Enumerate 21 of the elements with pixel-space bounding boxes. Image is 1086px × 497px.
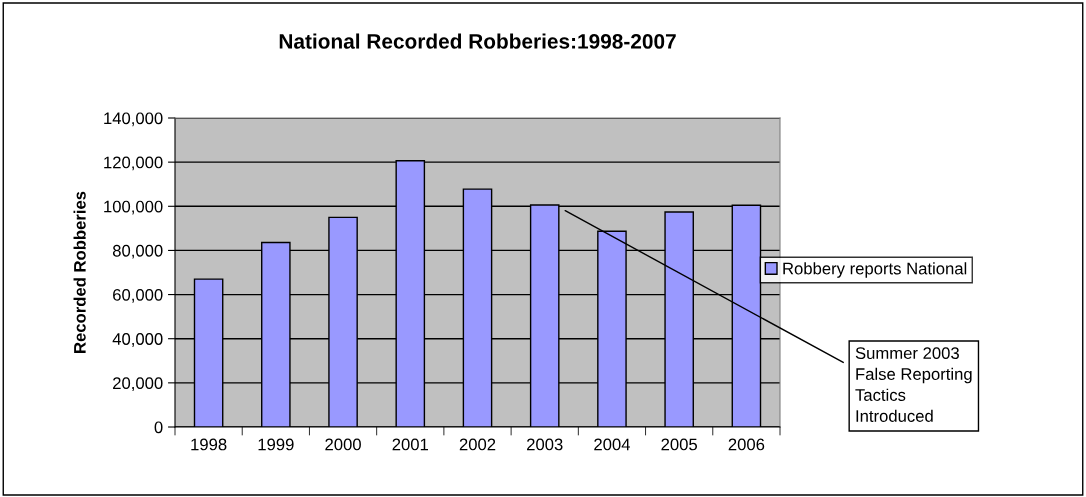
x-tick-label: 2005: [661, 438, 698, 451]
x-tick-label: 1999: [258, 438, 294, 451]
y-tick-label: 60,000: [113, 288, 163, 303]
x-tick-label: 1998: [191, 438, 227, 451]
y-tick-label: 40,000: [112, 333, 163, 347]
chart-title: National Recorded Robberies:1998-2007: [279, 33, 676, 49]
x-tick-label: 2003: [527, 438, 563, 451]
legend-label: Robbery reports National: [783, 262, 967, 278]
y-tick-label: 120,000: [104, 156, 163, 171]
y-tick-label: 80,000: [112, 244, 163, 259]
y-tick-label: 100,000: [104, 200, 163, 215]
y-tick-label: 20,000: [113, 377, 163, 392]
x-tick-label: 2002: [459, 438, 496, 451]
y-axis-title: Recorded Robberies: [73, 191, 86, 353]
text: Summer 2003 False Reporting Tactics Introduced: [855, 347, 972, 422]
x-tick-label: 2006: [728, 438, 765, 451]
x-tick-label: 2004: [594, 438, 630, 451]
y-tick-label: 140,000: [104, 112, 163, 127]
x-tick-label: 2000: [325, 438, 361, 451]
x-tick-label: 2001: [392, 438, 428, 451]
y-tick-label: 0: [154, 421, 163, 434]
